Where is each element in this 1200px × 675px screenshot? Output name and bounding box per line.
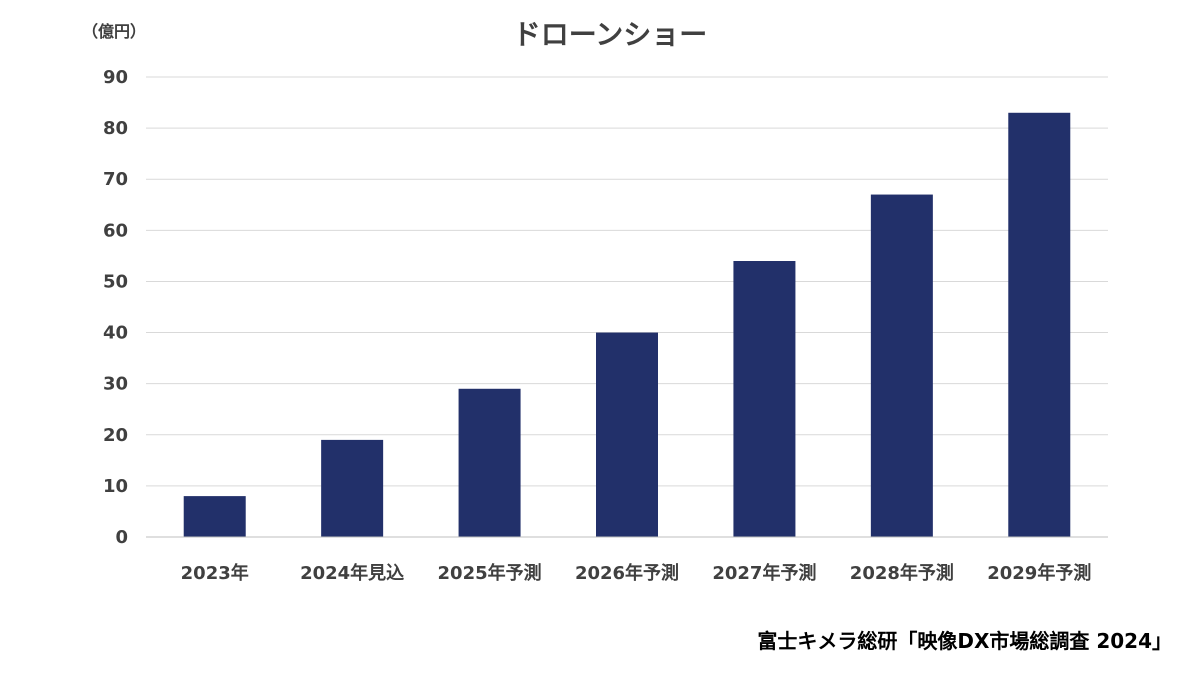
- y-tick-label: 0: [115, 527, 128, 548]
- y-tick-label: 50: [103, 271, 128, 292]
- bar: [1008, 112, 1071, 538]
- x-tick-label: 2024年見込: [300, 562, 404, 584]
- gridlines: [146, 76, 1108, 487]
- x-tick-label: 2029年予測: [987, 562, 1091, 584]
- x-tick-label: 2023年: [181, 562, 249, 584]
- bar: [870, 194, 933, 538]
- y-tick-label: 90: [103, 67, 128, 88]
- bars: [183, 112, 1071, 538]
- bar: [733, 261, 796, 537]
- y-axis-ticks: 0 10 20 30 40 50 60 70 80 90: [103, 67, 128, 548]
- x-tick-label: 2027年予測: [712, 562, 816, 584]
- y-tick-label: 10: [103, 476, 128, 497]
- x-tick-label: 2025年予測: [438, 562, 542, 584]
- y-tick-label: 80: [103, 118, 128, 139]
- bar: [321, 439, 384, 537]
- x-tick-label: 2028年予測: [850, 562, 954, 584]
- bar: [596, 332, 658, 537]
- y-tick-label: 20: [103, 425, 128, 446]
- bar: [183, 496, 246, 537]
- y-axis-unit: （億円）: [82, 22, 146, 41]
- bar: [458, 388, 521, 537]
- y-tick-label: 60: [103, 220, 128, 241]
- y-tick-label: 40: [103, 323, 128, 344]
- y-tick-label: 70: [103, 169, 128, 190]
- source-credit: 富士キメラ総研「映像DX市場総調査 2024」: [757, 629, 1172, 653]
- y-tick-label: 30: [103, 374, 128, 395]
- chart-title: ドローンショー: [513, 18, 708, 51]
- x-axis-ticks: 2023年 2024年見込 2025年予測 2026年予測 2027年予測 2028年予測…: [181, 562, 1092, 584]
- x-tick-label: 2026年予測: [575, 562, 679, 584]
